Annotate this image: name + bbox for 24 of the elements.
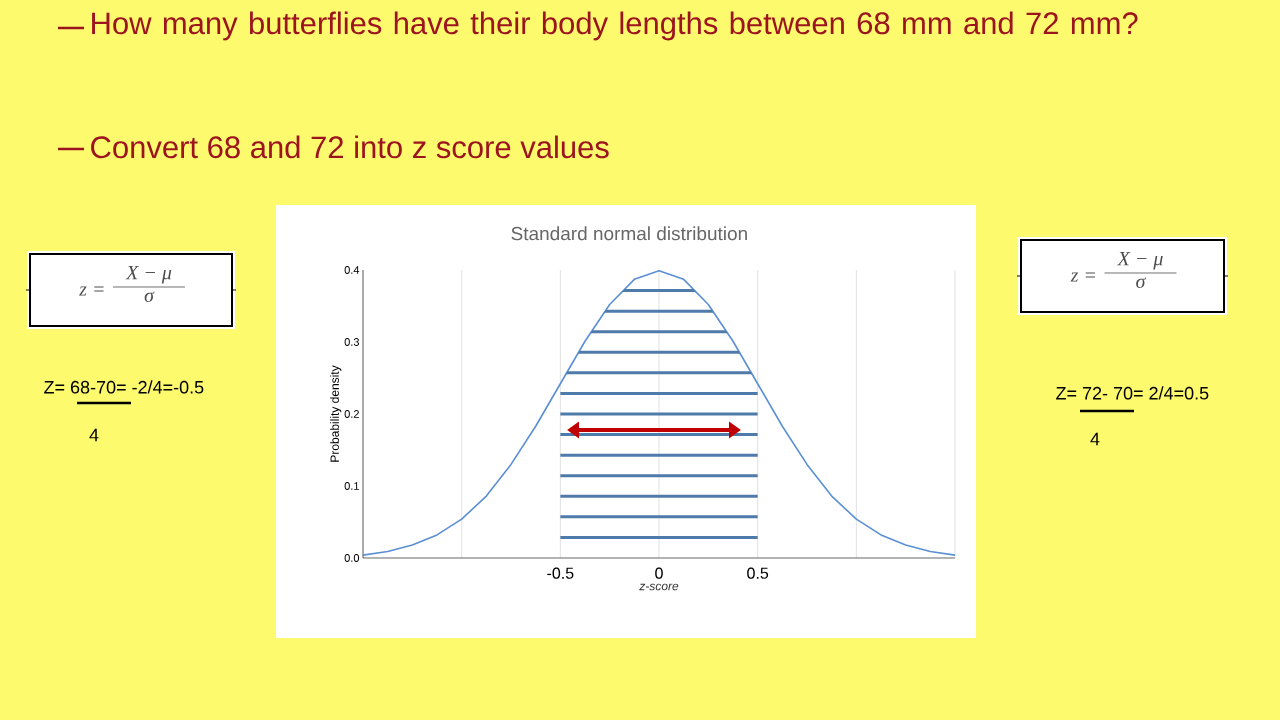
text: σ	[144, 291, 155, 303]
text: 4	[89, 428, 99, 442]
text: Z= 72- 70= 2/4=0.5	[1056, 386, 1209, 400]
text: Convert 68 and 72 into z score values	[91, 135, 609, 159]
y-tick-label: 0.0	[344, 554, 360, 562]
text: σ	[1136, 277, 1147, 289]
x-tick-label: -0.5	[547, 567, 574, 579]
y-tick-label: 0.1	[344, 482, 359, 490]
y-tick-label: 0.4	[344, 266, 360, 274]
text: X − μ	[1116, 252, 1163, 270]
text: Z= 68-70= -2/4=-0.5	[44, 380, 204, 394]
y-tick-label: 0.3	[344, 338, 359, 346]
y-tick-label: 0.2	[344, 410, 359, 418]
line-series	[362, 269, 956, 556]
text: 4	[1090, 432, 1100, 446]
text: X − μ	[125, 266, 172, 284]
y-axis-title: Probability density	[330, 365, 342, 462]
text: z =	[1070, 272, 1096, 282]
chart-title: Standard normal distribution	[511, 226, 747, 241]
text: z =	[78, 286, 104, 296]
text: How many butterflies have their body lengths between 68 mm and 72 mm?	[92, 11, 1138, 41]
x-axis-title: z-score	[639, 583, 679, 591]
x-tick-label: 0.5	[747, 567, 769, 579]
x-tick-label: 0	[655, 567, 663, 579]
